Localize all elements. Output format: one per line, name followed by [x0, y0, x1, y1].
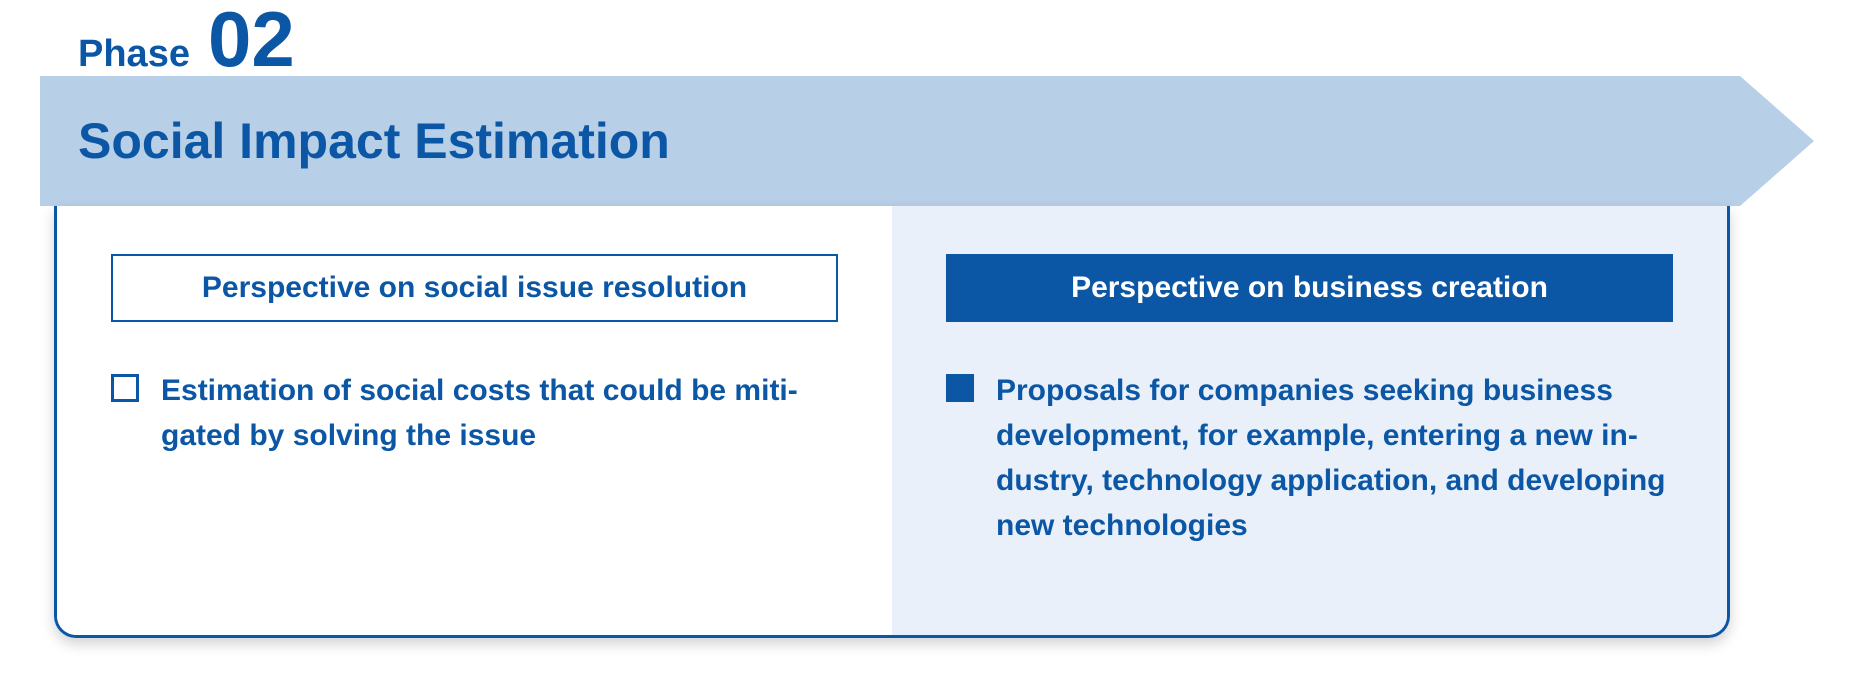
square-solid-icon [946, 374, 974, 402]
item-text-business-creation: Proposals for companies seeking business… [996, 368, 1673, 548]
content-card: Perspective on social issue resolution E… [54, 206, 1730, 638]
square-outline-icon [111, 374, 139, 402]
phase-label: Phase 02 [78, 0, 295, 88]
item-business-creation: Proposals for companies seeking business… [946, 368, 1673, 548]
phase-word: Phase [78, 33, 190, 76]
phase-title: Social Impact Estimation [78, 76, 670, 206]
column-social-issue: Perspective on social issue resolution E… [57, 206, 892, 635]
heading-social-issue: Perspective on social issue resolution [111, 254, 838, 322]
arrow-banner: Social Impact Estimation [40, 76, 1814, 206]
column-business-creation: Perspective on business creation Proposa… [892, 206, 1727, 635]
item-social-issue: Estimation of social costs that could be… [111, 368, 838, 458]
phase-number: 02 [208, 0, 295, 78]
heading-business-creation: Perspective on business creation [946, 254, 1673, 322]
item-text-social-issue: Estimation of social costs that could be… [161, 368, 838, 458]
